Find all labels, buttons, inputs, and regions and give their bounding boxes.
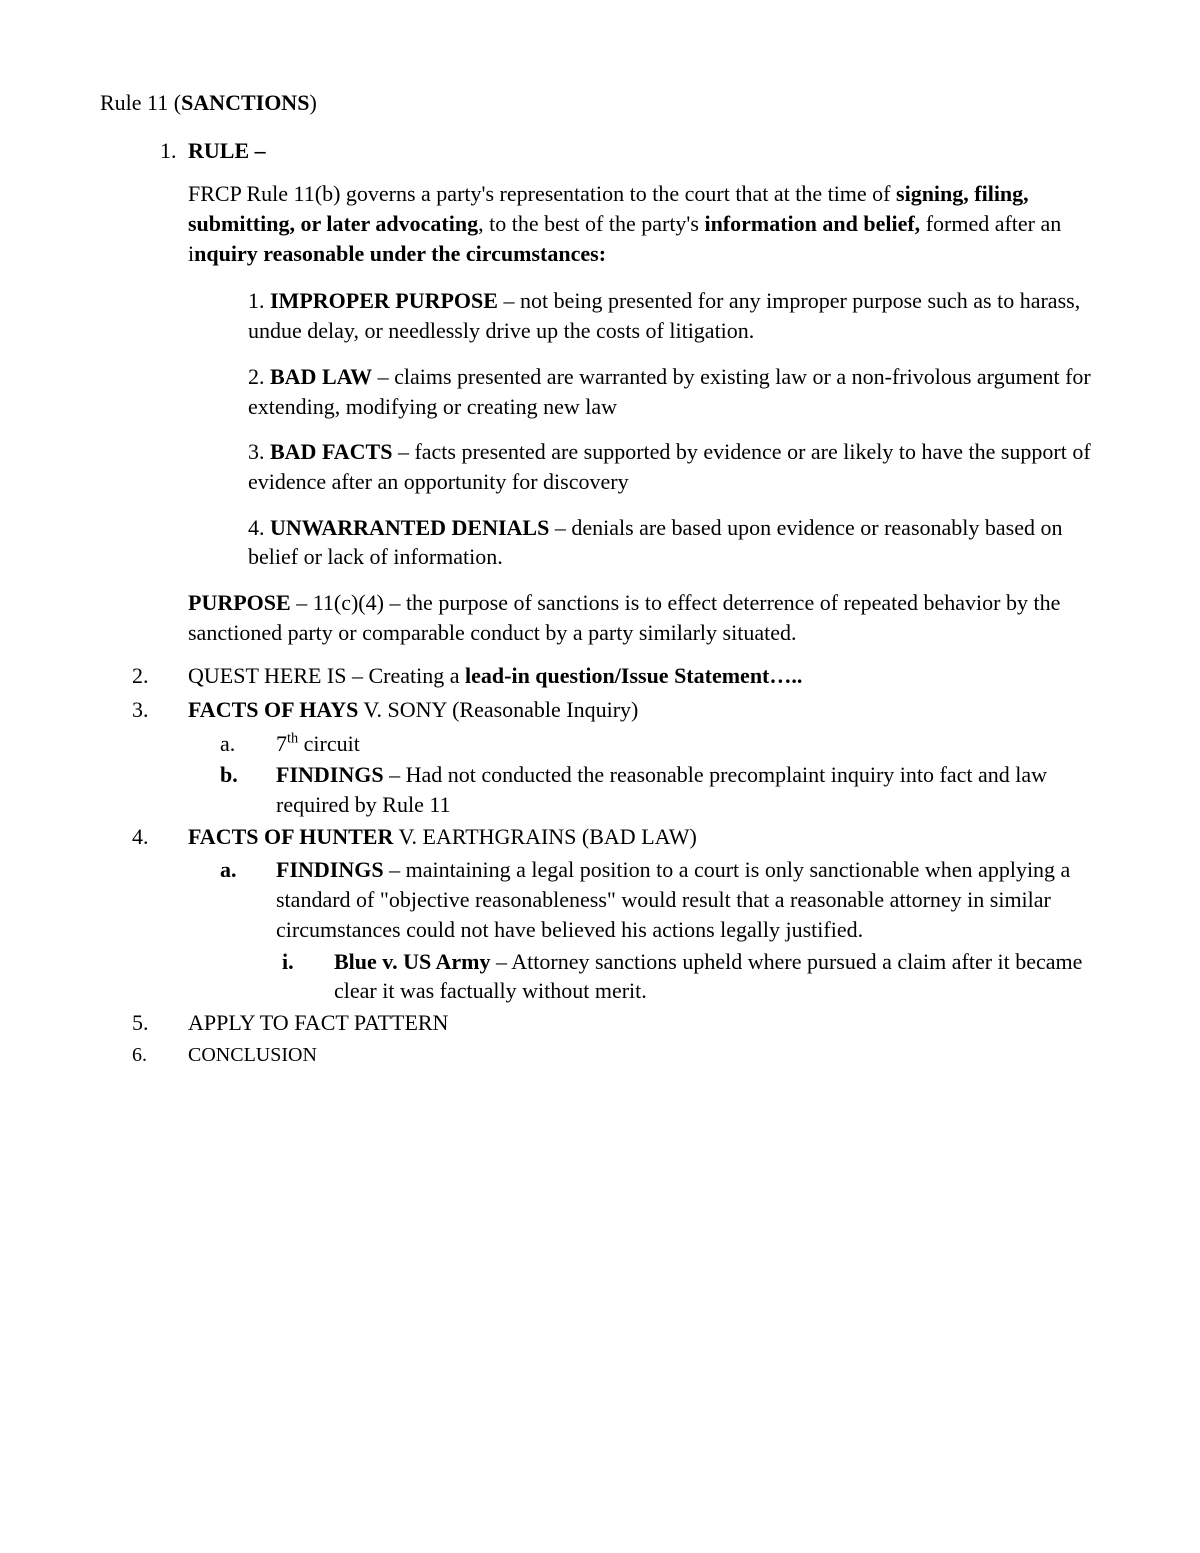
purpose-block: PURPOSE – 11(c)(4) – the purpose of sanc… — [100, 588, 1100, 647]
rule-body-b2: information and belief, — [704, 211, 920, 236]
rule-sub-2: 2. BAD LAW – claims presented are warran… — [100, 362, 1100, 421]
item-6: 6.CONCLUSION — [100, 1042, 1100, 1069]
purpose-head: PURPOSE — [188, 590, 291, 615]
title-post: ) — [309, 90, 316, 115]
item-6-marker: 6. — [160, 1042, 188, 1069]
item-3b-marker: b. — [248, 760, 276, 790]
rule-sub-2-head: BAD LAW — [270, 364, 372, 389]
rule-sub-3-head: BAD FACTS — [270, 439, 392, 464]
item-4a-head: FINDINGS — [276, 857, 384, 882]
item-5-text: APPLY TO FACT PATTERN — [188, 1010, 448, 1035]
item-5-marker: 5. — [160, 1008, 188, 1038]
item-3-marker: 3. — [160, 695, 188, 725]
rule-body-pre: FRCP Rule 11(b) governs a party's repres… — [188, 181, 896, 206]
item-2: 2.QUEST HERE IS – Creating a lead-in que… — [100, 661, 1100, 691]
item-2-bold: lead-in question/Issue Statement….. — [465, 663, 802, 688]
rule-sub-4: 4. UNWARRANTED DENIALS – denials are bas… — [100, 513, 1100, 572]
title-bold: SANCTIONS — [181, 90, 309, 115]
item-3a-post: circuit — [298, 731, 360, 756]
item-3b: b.FINDINGS – Had not conducted the reaso… — [100, 760, 1100, 819]
rule-sub-3-num: 3. — [248, 439, 270, 464]
rule-sub-2-body: – claims presented are warranted by exis… — [248, 364, 1091, 419]
rule-sub-4-num: 4. — [248, 515, 270, 540]
item-2-marker: 2. — [160, 661, 188, 691]
item-4a-body: – maintaining a legal position to a cour… — [276, 857, 1070, 941]
rule-sub-3: 3. BAD FACTS – facts presented are suppo… — [100, 437, 1100, 496]
item-2-pre: QUEST HERE IS – Creating a — [188, 663, 465, 688]
item-5: 5.APPLY TO FACT PATTERN — [100, 1008, 1100, 1038]
rule-sub-1: 1. IMPROPER PURPOSE – not being presente… — [100, 286, 1100, 345]
rule-sub-1-head: IMPROPER PURPOSE — [270, 288, 498, 313]
item-3a: a.7th circuit — [100, 729, 1100, 759]
purpose-body: – 11(c)(4) – the purpose of sanctions is… — [188, 590, 1060, 645]
item-4a-i-marker: i. — [308, 947, 334, 977]
rule-sub-4-head: UNWARRANTED DENIALS — [270, 515, 549, 540]
item-4a-i-head: Blue v. US Army — [334, 949, 490, 974]
item-3b-body: – Had not conducted the reasonable preco… — [276, 762, 1047, 817]
document-page: Rule 11 (SANCTIONS) 1.RULE – FRCP Rule 1… — [0, 0, 1200, 1553]
item-1-heading: 1.RULE – — [100, 136, 1100, 166]
item-3a-pre: 7 — [276, 731, 287, 756]
item-4a-i: i.Blue v. US Army – Attorney sanctions u… — [100, 947, 1100, 1006]
item-4a: a.FINDINGS – maintaining a legal positio… — [100, 855, 1100, 944]
item-1-body: FRCP Rule 11(b) governs a party's repres… — [100, 179, 1100, 268]
rule-sub-1-num: 1. — [248, 288, 270, 313]
rule-body-mid1: , to the best of the party's — [478, 211, 704, 236]
item-1-marker: 1. — [160, 136, 188, 166]
item-4a-marker: a. — [248, 855, 276, 885]
item-1-head: RULE – — [188, 138, 266, 163]
item-4-marker: 4. — [160, 822, 188, 852]
item-6-text: CONCLUSION — [188, 1044, 317, 1066]
page-title: Rule 11 (SANCTIONS) — [100, 88, 1100, 118]
item-3a-sup: th — [287, 730, 298, 746]
rule-body-b3: nquiry reasonable under the circumstance… — [194, 241, 606, 266]
item-3-rest: V. SONY (Reasonable Inquiry) — [358, 697, 638, 722]
item-3-bold: FACTS OF HAYS — [188, 697, 358, 722]
item-4: 4.FACTS OF HUNTER V. EARTHGRAINS (BAD LA… — [100, 822, 1100, 852]
item-3b-head: FINDINGS — [276, 762, 384, 787]
item-3: 3.FACTS OF HAYS V. SONY (Reasonable Inqu… — [100, 695, 1100, 725]
rule-sub-2-num: 2. — [248, 364, 270, 389]
item-4-rest: V. EARTHGRAINS (BAD LAW) — [393, 824, 697, 849]
title-pre: Rule 11 ( — [100, 90, 181, 115]
item-3a-marker: a. — [248, 729, 276, 759]
item-4-bold: FACTS OF HUNTER — [188, 824, 393, 849]
